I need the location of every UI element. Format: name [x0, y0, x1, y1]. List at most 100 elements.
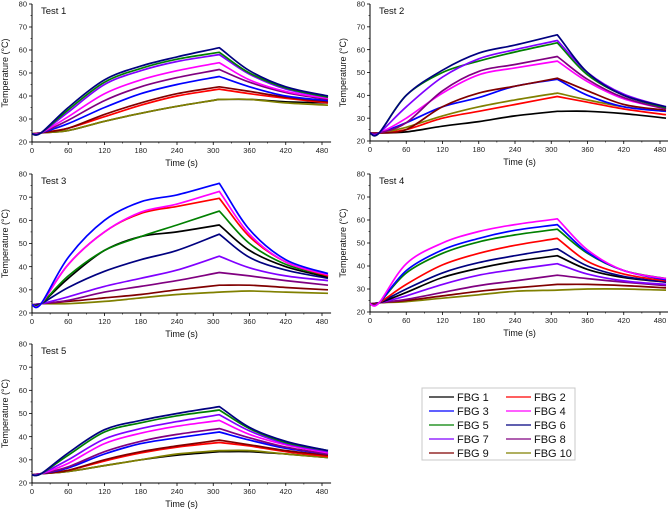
x-tick-label: 60	[64, 146, 72, 155]
x-tick-label: 420	[617, 316, 630, 325]
x-tick-label: 360	[581, 316, 594, 325]
x-tick-label: 360	[581, 145, 594, 154]
legend-label: FBG 6	[534, 420, 566, 432]
y-tick-label: 20	[19, 138, 27, 147]
x-tick-label: 120	[436, 145, 449, 154]
y-tick-label: 30	[357, 285, 365, 294]
legend-label: FBG 8	[534, 434, 566, 446]
series-line-fbg-4	[31, 419, 329, 476]
x-tick-label: 300	[207, 487, 220, 496]
y-tick-label: 80	[357, 0, 365, 9]
x-tick-label: 180	[472, 316, 485, 325]
x-tick-label: 420	[279, 146, 292, 155]
series-line-fbg-6	[369, 247, 667, 306]
x-tick-label: 360	[243, 146, 256, 155]
series-line-fbg-6	[369, 33, 667, 137]
x-tick-label: 0	[30, 317, 34, 326]
x-tick-label: 360	[243, 317, 256, 326]
y-tick-label: 60	[357, 216, 365, 225]
y-axis-label: Temperature (°C)	[0, 379, 10, 448]
series-line-fbg-8	[31, 68, 329, 136]
y-axis-label: Temperature (°C)	[338, 208, 348, 277]
series-line-fbg-7	[369, 262, 667, 305]
series-line-fbg-5	[31, 210, 329, 308]
series-line-fbg-10	[369, 92, 667, 135]
series-line-fbg-1	[31, 224, 329, 307]
x-tick-label: 480	[654, 316, 667, 325]
panel-test-2: 0 60 120 180 240 300 360 420 480 20 30 40 50 60 70 80 Ti…	[338, 0, 668, 167]
x-tick-label: 180	[134, 146, 147, 155]
series-line-fbg-7	[31, 53, 329, 136]
series-line-fbg-10	[31, 290, 329, 306]
x-axis-label: Time (s)	[165, 499, 198, 509]
y-tick-label: 70	[19, 363, 27, 372]
y-tick-label: 50	[357, 239, 365, 248]
series-line-fbg-10	[369, 288, 667, 305]
panel-test-4: 0 60 120 180 240 300 360 420 480 20 30 40 50 60 70 80 Ti…	[338, 170, 668, 338]
panel-test-5: 0 60 120 180 240 300 360 420 480 20 30 40 50 60 70 80 Ti…	[0, 340, 332, 509]
y-tick-label: 40	[19, 432, 27, 441]
series-line-fbg-6	[31, 46, 329, 136]
panel-title: Test 4	[379, 176, 404, 187]
legend: FBG 1 FBG 2 FBG 3 FBG 4 FBG 5 FBG 6 FBG 7 FBG 8…	[421, 387, 576, 461]
x-tick-label: 180	[134, 317, 147, 326]
panel-title: Test 3	[41, 176, 66, 187]
x-tick-label: 240	[171, 146, 184, 155]
x-tick-label: 0	[30, 487, 34, 496]
x-axis-label: Time (s)	[165, 329, 198, 339]
legend-label: FBG 2	[534, 392, 566, 404]
y-tick-label: 40	[19, 262, 27, 271]
x-axis-label: Time (s)	[503, 328, 536, 338]
legend-label: FBG 10	[534, 448, 572, 460]
y-tick-label: 70	[357, 23, 365, 32]
y-tick-label: 20	[357, 137, 365, 146]
series-line-fbg-5	[31, 409, 329, 477]
series-line-fbg-4	[369, 60, 667, 135]
series-line-fbg-2	[369, 237, 667, 306]
x-tick-label: 240	[509, 145, 522, 154]
x-tick-label: 240	[171, 487, 184, 496]
y-tick-label: 30	[19, 115, 27, 124]
series-line-fbg-8	[31, 427, 329, 476]
y-axis-label: Temperature (°C)	[0, 38, 10, 107]
series-line-fbg-1	[369, 110, 667, 134]
x-tick-label: 60	[64, 487, 72, 496]
y-axis-label: Temperature (°C)	[0, 209, 10, 278]
series-line-fbg-4	[369, 217, 667, 307]
series-line-fbg-3	[31, 75, 329, 135]
y-tick-label: 40	[357, 91, 365, 100]
panel-test-1: 0 60 120 180 240 300 360 420 480 20 30 40 50 60 70 80 Ti…	[0, 0, 332, 168]
x-tick-label: 300	[545, 145, 558, 154]
series-line-fbg-7	[31, 413, 329, 477]
y-tick-label: 80	[19, 340, 27, 349]
x-tick-label: 180	[134, 487, 147, 496]
x-tick-label: 0	[368, 145, 372, 154]
x-tick-label: 60	[64, 317, 72, 326]
series-line-fbg-6	[31, 405, 329, 477]
x-axis-label: Time (s)	[165, 158, 198, 168]
y-tick-label: 60	[19, 46, 27, 55]
x-tick-label: 420	[279, 487, 292, 496]
x-tick-label: 360	[243, 487, 256, 496]
series-line-fbg-8	[31, 271, 329, 306]
x-tick-label: 240	[171, 317, 184, 326]
x-tick-label: 180	[472, 145, 485, 154]
x-tick-label: 120	[98, 146, 111, 155]
x-tick-label: 420	[279, 317, 292, 326]
y-tick-label: 70	[19, 193, 27, 202]
x-tick-label: 300	[207, 146, 220, 155]
series-line-fbg-6	[31, 233, 329, 307]
x-axis-label: Time (s)	[503, 157, 536, 167]
x-tick-label: 60	[402, 316, 410, 325]
panel-title: Test 2	[379, 6, 404, 17]
y-axis-label: Temperature (°C)	[338, 38, 348, 107]
x-tick-label: 480	[654, 145, 667, 154]
y-tick-label: 50	[19, 69, 27, 78]
series-line-fbg-2	[31, 197, 329, 308]
panel-title: Test 1	[41, 6, 66, 17]
series-line-fbg-9	[369, 77, 667, 135]
panel-test-3: 0 60 120 180 240 300 360 420 480 20 30 40 50 60 70 80 Ti…	[0, 170, 332, 339]
y-tick-label: 80	[357, 170, 365, 179]
